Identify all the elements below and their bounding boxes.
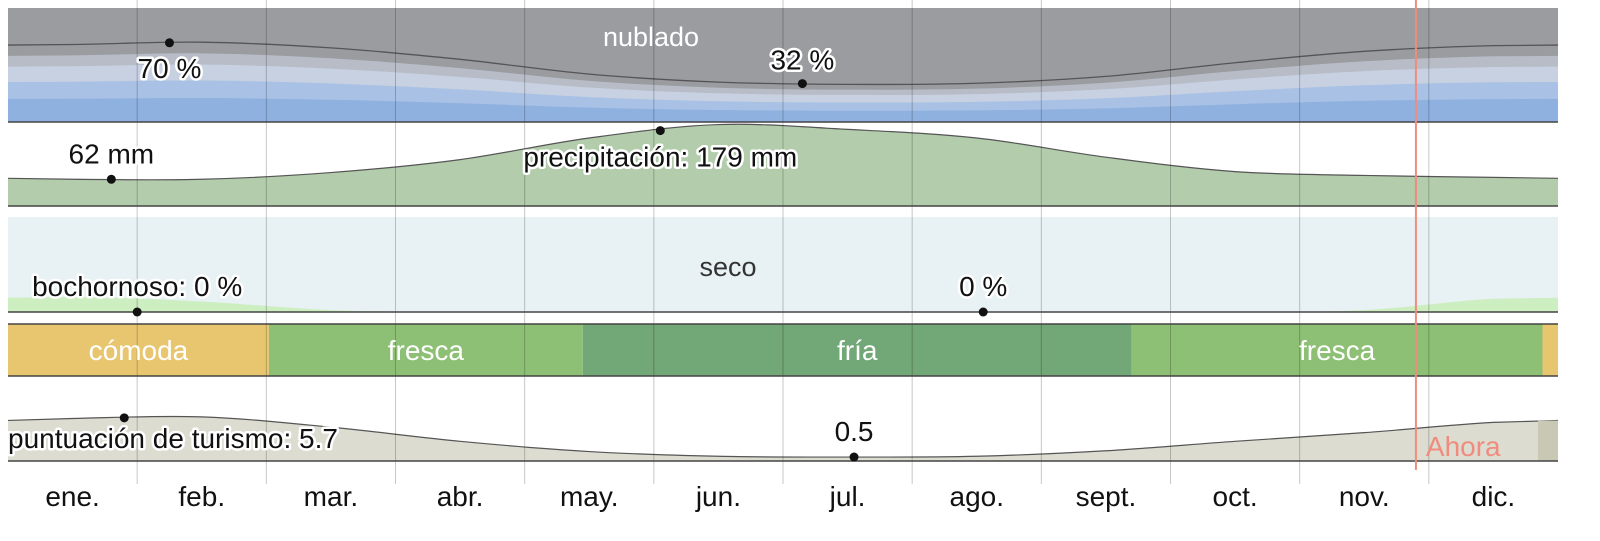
humidity-area xyxy=(8,296,1558,313)
month-tick-label-2: mar. xyxy=(304,481,358,512)
month-tick-label-3: abr. xyxy=(437,481,484,512)
humidity-band-dry xyxy=(8,217,1558,312)
precip-annotation-label-0: 62 mm xyxy=(69,138,155,169)
month-tick-label-6: jul. xyxy=(829,481,866,512)
cloud-cover-line xyxy=(7,41,1559,86)
comfort-segment-2 xyxy=(582,324,1132,376)
comfort-segment-label-3: fresca xyxy=(1299,335,1376,366)
humidity-annotation-label-1: 0 % xyxy=(959,271,1007,302)
tourism-annotation-label-0: puntuación de turismo: 5.7 xyxy=(8,423,338,454)
comfort-segment-label-0: cómoda xyxy=(89,335,189,366)
month-tick-label-9: oct. xyxy=(1213,481,1258,512)
cloud-annotation-point-1 xyxy=(797,79,807,89)
month-tick-label-11: dic. xyxy=(1472,481,1516,512)
tourism-end-shade xyxy=(1538,420,1558,461)
tourism-annotation-point-1 xyxy=(849,452,859,462)
month-tick-label-7: ago. xyxy=(950,481,1005,512)
comfort-segment-3 xyxy=(1131,324,1543,376)
cloud-annotation-label-0: 70 % xyxy=(138,53,202,84)
comfort-segment-1 xyxy=(268,324,583,376)
month-tick-label-10: nov. xyxy=(1339,481,1390,512)
precipitation-line xyxy=(7,123,1559,181)
tourism-area xyxy=(8,416,1558,461)
comfort-segment-4 xyxy=(1542,324,1558,376)
comfort-segment-label-1: fresca xyxy=(388,335,465,366)
humidity-band-label: seco xyxy=(699,252,756,282)
humidity-annotation-label-0: bochornoso: 0 % xyxy=(32,271,242,302)
precipitation-area xyxy=(8,124,1558,206)
cloud-band-clear xyxy=(8,98,1558,122)
precip-annotation-point-0 xyxy=(106,174,116,184)
cloud-annotation-label-1: 32 % xyxy=(770,45,834,76)
tourism-line xyxy=(7,415,1559,458)
month-tick-label-4: may. xyxy=(560,481,619,512)
humidity-annotation-point-1 xyxy=(978,307,988,317)
month-tick-label-0: ene. xyxy=(45,481,100,512)
month-tick-label-1: feb. xyxy=(178,481,225,512)
month-tick-label-5: jun. xyxy=(695,481,741,512)
tourism-annotation-point-0 xyxy=(119,413,129,423)
comfort-segment-label-2: fría xyxy=(837,335,878,366)
now-label: Ahora xyxy=(1426,431,1501,462)
tourism-annotation-label-1: 0.5 xyxy=(835,416,874,447)
precip-annotation-label-1: precipitación: 179 mm xyxy=(523,142,797,173)
cloud-band-label: nublado xyxy=(603,22,699,52)
precip-annotation-point-1 xyxy=(655,126,665,136)
cloud-annotation-point-0 xyxy=(164,38,174,48)
comfort-segment-0 xyxy=(8,324,269,376)
humidity-annotation-point-0 xyxy=(132,307,142,317)
month-tick-label-8: sept. xyxy=(1076,481,1137,512)
